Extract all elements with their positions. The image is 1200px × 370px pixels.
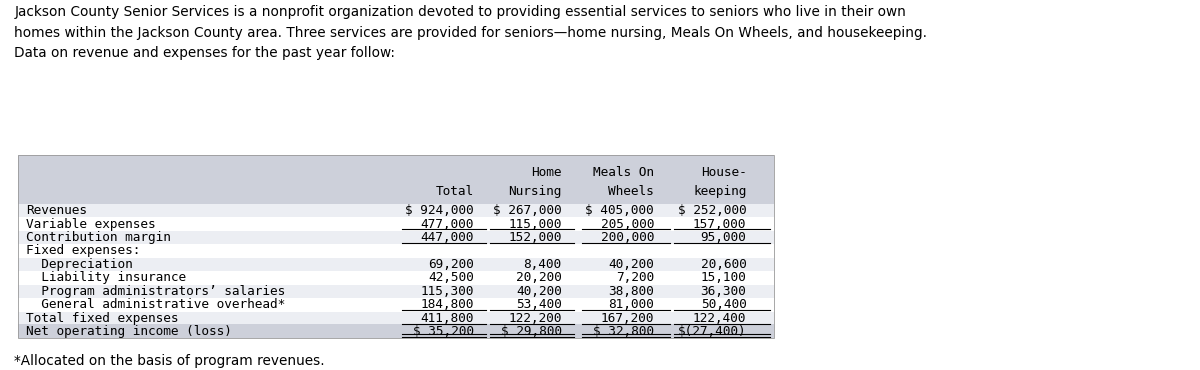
Text: 152,000: 152,000: [509, 231, 562, 244]
Text: 8,400: 8,400: [523, 258, 562, 271]
Text: 53,400: 53,400: [516, 298, 562, 311]
Text: 40,200: 40,200: [516, 285, 562, 298]
Text: Nursing: Nursing: [509, 185, 562, 198]
Text: 115,000: 115,000: [509, 218, 562, 231]
Text: 42,500: 42,500: [428, 272, 474, 285]
Text: 15,100: 15,100: [701, 272, 746, 285]
Text: 69,200: 69,200: [428, 258, 474, 271]
FancyBboxPatch shape: [18, 204, 774, 339]
Text: $(27,400): $(27,400): [678, 325, 746, 338]
Text: $ 405,000: $ 405,000: [586, 204, 654, 217]
Text: Fixed expenses:: Fixed expenses:: [26, 245, 140, 258]
FancyBboxPatch shape: [18, 204, 774, 217]
Text: 122,200: 122,200: [509, 312, 562, 325]
Text: Wheels: Wheels: [608, 185, 654, 198]
Text: 20,600: 20,600: [701, 258, 746, 271]
Text: 122,400: 122,400: [694, 312, 746, 325]
Text: Contribution margin: Contribution margin: [26, 231, 172, 244]
Text: General administrative overhead*: General administrative overhead*: [26, 298, 286, 311]
Text: Meals On: Meals On: [593, 166, 654, 179]
FancyBboxPatch shape: [18, 155, 774, 339]
Text: 50,400: 50,400: [701, 298, 746, 311]
Text: Variable expenses: Variable expenses: [26, 218, 156, 231]
Text: Net operating income (loss): Net operating income (loss): [26, 325, 233, 338]
Text: 95,000: 95,000: [701, 231, 746, 244]
Text: 205,000: 205,000: [601, 218, 654, 231]
Text: 447,000: 447,000: [421, 231, 474, 244]
Text: *Allocated on the basis of program revenues.: *Allocated on the basis of program reven…: [14, 354, 325, 368]
Text: $ 32,800: $ 32,800: [593, 325, 654, 338]
Text: $ 35,200: $ 35,200: [413, 325, 474, 338]
Text: $ 252,000: $ 252,000: [678, 204, 746, 217]
Text: 36,300: 36,300: [701, 285, 746, 298]
Text: Total: Total: [436, 185, 474, 198]
Text: 477,000: 477,000: [421, 218, 474, 231]
Text: Total fixed expenses: Total fixed expenses: [26, 312, 179, 325]
Text: 7,200: 7,200: [616, 272, 654, 285]
Text: $ 924,000: $ 924,000: [406, 204, 474, 217]
Text: 40,200: 40,200: [608, 258, 654, 271]
Text: 157,000: 157,000: [694, 218, 746, 231]
Text: 411,800: 411,800: [421, 312, 474, 325]
Text: Jackson County Senior Services is a nonprofit organization devoted to providing : Jackson County Senior Services is a nonp…: [14, 6, 928, 60]
Text: 200,000: 200,000: [601, 231, 654, 244]
FancyBboxPatch shape: [18, 155, 774, 204]
FancyBboxPatch shape: [18, 231, 774, 244]
Text: 81,000: 81,000: [608, 298, 654, 311]
FancyBboxPatch shape: [18, 285, 774, 298]
Text: House-: House-: [701, 166, 746, 179]
Text: 167,200: 167,200: [601, 312, 654, 325]
FancyBboxPatch shape: [18, 324, 774, 339]
Text: Depreciation: Depreciation: [26, 258, 133, 271]
Text: keeping: keeping: [694, 185, 746, 198]
FancyBboxPatch shape: [18, 258, 774, 271]
Text: Program administrators’ salaries: Program administrators’ salaries: [26, 285, 286, 298]
Text: Revenues: Revenues: [26, 204, 88, 217]
Text: $ 267,000: $ 267,000: [493, 204, 562, 217]
FancyBboxPatch shape: [18, 312, 774, 325]
Text: Liability insurance: Liability insurance: [26, 272, 186, 285]
Text: 115,300: 115,300: [421, 285, 474, 298]
Text: 20,200: 20,200: [516, 272, 562, 285]
Text: 38,800: 38,800: [608, 285, 654, 298]
Text: $ 29,800: $ 29,800: [500, 325, 562, 338]
Text: 184,800: 184,800: [421, 298, 474, 311]
Text: Home: Home: [532, 166, 562, 179]
